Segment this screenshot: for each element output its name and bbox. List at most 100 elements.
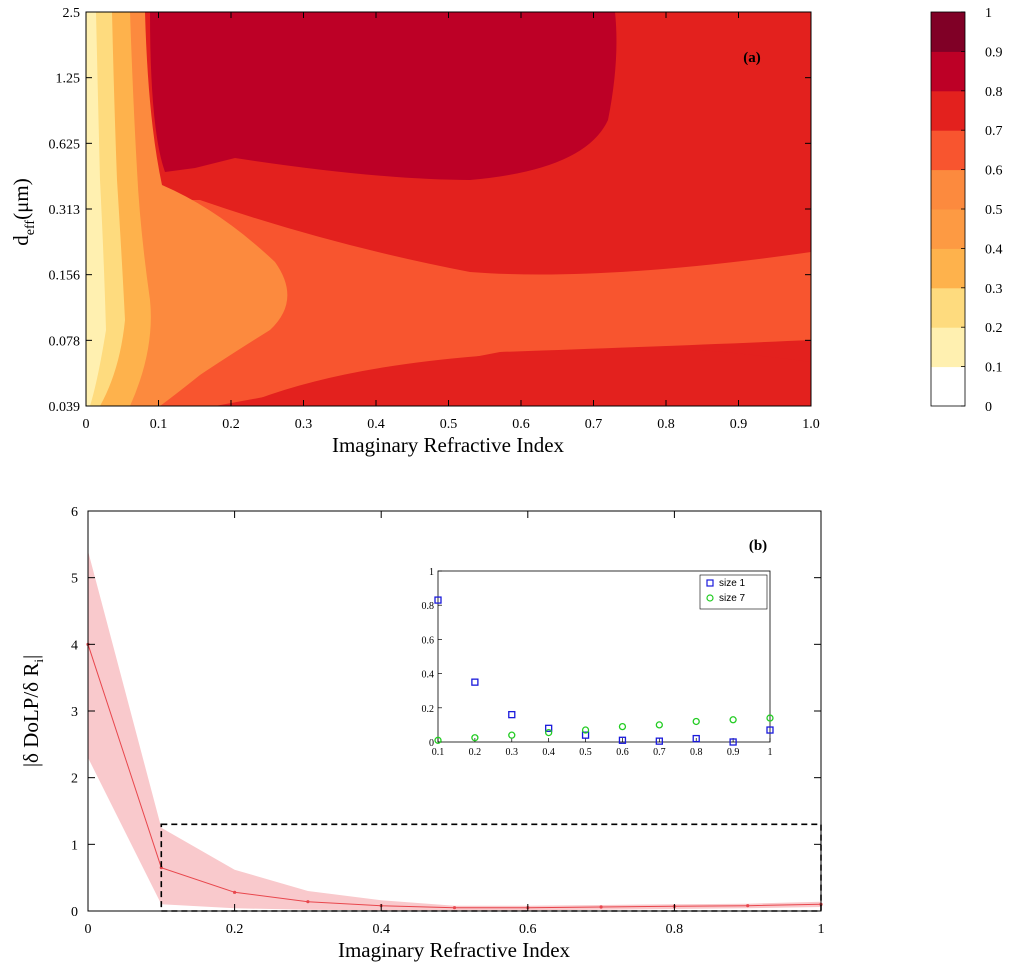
x-tick-label-b: 0 [85,922,92,937]
x-tick-label-b: 0.2 [226,922,244,937]
inset-marker-size1 [508,710,516,719]
colorbar-swatch [931,169,965,210]
inset-marker-size7 [581,726,590,734]
x-tick-label-b: 1 [818,922,825,937]
colorbar-swatch [931,327,965,368]
inset-marker-size1 [618,736,627,744]
x-tick-label-a: 0.7 [585,417,603,432]
inset-marker-size7 [618,722,627,731]
inset-x-tick-label: 0.3 [506,747,519,758]
x-tick-label-a: 0 [83,417,90,432]
data-point [306,900,310,904]
x-tick-label-a: 0.6 [512,417,530,432]
inset-x-tick-label: 0.7 [653,747,666,758]
colorbar-swatch [931,209,965,249]
y-axis-label-a-main: d [9,235,33,246]
inset-x-tick-label: 0.8 [690,747,703,758]
colorbar-swatch [931,248,965,289]
inset-x-tick-label: 0.6 [616,747,629,758]
y-tick-label-b: 2 [71,772,78,787]
inset-marker-size1 [655,737,663,745]
colorbar-tick-label: 0.1 [985,361,1003,376]
y-tick-label-a: 1.25 [56,72,81,87]
inset-marker-size1 [545,724,553,732]
x-axis-a: 0 0.1 0.2 0.3 0.4 0.5 0.6 0.7 0.8 0.9 1.0 [83,12,820,432]
colorbar-tick-label: 0 [985,400,992,415]
x-tick-label-a: 0.8 [657,417,675,432]
inset-plot: 0.1 0.2 0.3 0.4 0.5 0.6 0.7 0.8 0.9 1 0 0.2 0.4 0.6 0.… [422,567,774,758]
inset-marker-size1 [434,596,442,604]
colorbar-tick-label: 0.3 [985,282,1003,297]
y-tick-label-b: 4 [71,638,78,653]
y-tick-label-b: 3 [71,705,78,720]
y-tick-label-b: 0 [71,905,78,920]
legend-marker-size7 [706,594,714,602]
inset-y-tick-label: 0.8 [422,601,435,612]
y-axis-label-a: deff(μm) [9,178,38,245]
y-axis-label-b-sub: i [31,659,46,663]
colorbar-tick-label: 0.4 [985,242,1003,257]
x-tick-label-b: 0.6 [519,922,537,937]
colorbar-swatch [931,90,965,131]
inset-marker-size1 [692,734,700,743]
x-tick-label-b: 0.8 [666,922,684,937]
x-tick-label-a: 0.3 [295,417,313,432]
contour-region-0.8-top [150,12,617,180]
inset-x-tick-label: 0.1 [432,747,445,758]
panel-b: 0 0.2 0.4 0.6 0.8 1 0 1 2 3 4 5 6 Imaginary Refract… [19,505,825,962]
inset-marker-size7 [655,721,663,729]
data-point [233,890,237,894]
svg-text:|δ DoLP/δ Ri|: |δ DoLP/δ Ri| [19,655,46,767]
y-tick-label-a: 0.039 [49,400,81,415]
inset-marker-size7 [434,736,442,744]
colorbar-swatch [931,287,965,328]
inset-marker-size1 [766,726,774,734]
contour-field [86,12,811,406]
x-axis-b: 0 0.2 0.4 0.6 0.8 1 [85,511,825,937]
x-tick-label-a: 0.5 [440,417,458,432]
inset-marker-size7 [692,717,700,726]
inset-marker-size7 [545,728,553,737]
colorbar-tick-label: 0.5 [985,203,1003,218]
y-tick-label-b: 1 [71,838,78,853]
inset-legend: size 1 size 7 [699,574,768,610]
x-tick-label-a: 0.1 [150,417,168,432]
inset-y-tick-label: 0.6 [422,635,435,646]
y-axis-b: 0 1 2 3 4 5 6 [71,505,821,920]
colorbar-swatch [931,51,965,92]
legend-label-size7: size 7 [719,593,746,604]
inset-marker-size1 [729,738,737,746]
inset-x-tick-label: 0.9 [727,747,740,758]
x-tick-label-a: 0.4 [367,417,385,432]
colorbar-tick-label: 0.8 [985,85,1003,100]
inset-marker-size7 [508,731,516,739]
x-tick-label-a: 1.0 [802,417,820,432]
y-tick-label-a: 0.078 [49,334,81,349]
contour-region-0.6-band [86,200,811,406]
panel-label-a: (a) [743,50,761,66]
inset-x-tick-label: 0.4 [542,747,555,758]
inset-marker-size7 [471,734,479,742]
colorbar: 0 0.1 0.2 0.3 0.4 0.5 0.6 0.7 0.8 0.9 1 [930,6,1003,415]
svg-text:deff(μm): deff(μm) [9,178,38,245]
inset-y-tick-label: 1 [429,567,434,578]
y-axis-label-b-close: | [19,655,43,659]
inset-x-tick-label: 1 [768,747,773,758]
colorbar-swatch [931,12,965,52]
inset-markers [434,596,774,746]
x-tick-label-b: 0.4 [372,922,390,937]
inset-marker-size1 [471,678,479,686]
inset-x-tick-label: 0.5 [579,747,592,758]
colorbar-tick-label: 0.6 [985,164,1003,179]
inset-x-tick-label: 0.2 [469,747,482,758]
x-tick-label-a: 0.9 [730,417,748,432]
inset-marker-size1 [581,731,590,739]
data-point [452,906,457,910]
y-tick-label-a: 0.625 [49,137,81,152]
y-axis-label-a-unit: (μm) [9,178,33,220]
inset-marker-size7 [766,714,774,722]
x-axis-label-a: Imaginary Refractive Index [332,433,565,457]
inset-y-tick-label: 0.4 [422,670,435,681]
colorbar-tick-label: 0.7 [985,124,1003,139]
